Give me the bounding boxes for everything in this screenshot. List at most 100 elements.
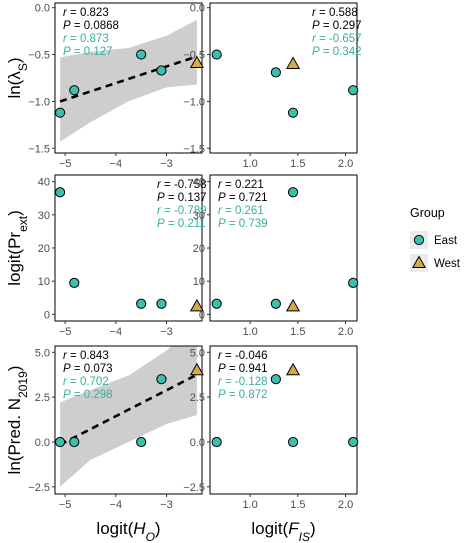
- x-tick-label: 1.5: [290, 326, 305, 338]
- stat-east-r: r = -0.789: [157, 205, 207, 217]
- stat-east-p: P = 0.872: [218, 389, 268, 401]
- y-axis-labels: ln(λS)logit(Prext)ln(Pred. N2019): [5, 57, 30, 474]
- east-point: [211, 436, 222, 448]
- x-label-base: logit(: [251, 519, 288, 538]
- east-point: [136, 49, 147, 60]
- y-tick-label: 0.0: [190, 437, 205, 449]
- east-point: [287, 107, 299, 118]
- legend: Group East West: [410, 206, 461, 272]
- x-label-ital: H: [133, 519, 146, 538]
- stat-all-r: r = 0.221: [218, 179, 264, 191]
- east-point: [211, 49, 222, 60]
- stat-east-p: P = 0.211: [157, 218, 206, 230]
- stat-symbol: r: [157, 179, 162, 191]
- x-tick-label: −5: [59, 499, 72, 511]
- stat-value: = 0.588: [316, 7, 358, 19]
- stat-value: = -0.128: [222, 376, 268, 388]
- x-tick-label: 1.5: [290, 499, 305, 511]
- x-label-ital: F: [288, 519, 300, 538]
- regression-line: [59, 373, 198, 446]
- stat-symbol: r: [63, 350, 68, 362]
- east-point: [69, 277, 80, 288]
- y-label-close: ): [5, 366, 24, 372]
- stat-value: = 0.297: [320, 20, 362, 32]
- stat-value: = -0.657: [316, 33, 362, 45]
- x-tick-label: 2.0: [338, 326, 353, 338]
- east-point: [156, 298, 167, 309]
- confidence-band: [60, 19, 197, 142]
- stat-symbol: r: [312, 7, 317, 19]
- y-tick-label: 2.5: [190, 392, 205, 404]
- east-point: [54, 436, 66, 448]
- y-label-base: ln(Pred. N: [5, 398, 24, 475]
- stat-all-r: r = -0.758: [157, 179, 207, 191]
- stat-symbol: r: [312, 33, 317, 45]
- y-tick-label: 30: [38, 210, 50, 222]
- x-tick-label: −3: [160, 158, 173, 170]
- stat-value: = 0.298: [71, 389, 113, 401]
- x-tick-label: −3: [160, 326, 173, 338]
- legend-label-west: West: [434, 258, 461, 270]
- y-tick-label: 5.0: [190, 347, 205, 359]
- west-point: [189, 298, 204, 312]
- x-tick-label: −4: [110, 326, 123, 338]
- y-tick-label: 0: [199, 309, 205, 321]
- east-point: [54, 187, 66, 198]
- stat-value: = 0.073: [71, 363, 113, 375]
- stat-east-r: r = 0.702: [63, 376, 109, 388]
- x-label-close: ): [155, 519, 161, 538]
- y-tick-label: 5.0: [35, 347, 50, 359]
- y-label-sub: S: [16, 63, 30, 71]
- west-point: [285, 362, 301, 376]
- stat-symbol: P: [312, 20, 320, 32]
- east-point: [348, 277, 359, 288]
- stat-value: = 0.137: [165, 192, 207, 204]
- confidence-band: [60, 346, 197, 487]
- stat-symbol: P: [63, 20, 71, 32]
- west-point: [189, 362, 204, 376]
- stat-all-p: P = 0.0868: [63, 20, 119, 32]
- x-tick-label: 1.0: [242, 499, 257, 511]
- panel-frame: [209, 345, 358, 495]
- stat-east-p: P = 0.739: [218, 218, 268, 230]
- x-tick-label: −4: [110, 158, 123, 170]
- stat-symbol: P: [218, 363, 226, 375]
- stat-east-p: P = 0.127: [63, 46, 113, 58]
- x-tick-label: −5: [59, 158, 72, 170]
- x-axis-labels: logit(HO) logit(FIS): [96, 519, 315, 543]
- stat-value: = 0.261: [222, 205, 264, 217]
- east-point: [136, 298, 147, 309]
- legend-label-east: East: [434, 235, 458, 247]
- stat-all-r: r = -0.046: [218, 350, 268, 362]
- stat-all-r: r = 0.588: [312, 7, 358, 19]
- legend-title: Group: [410, 206, 445, 220]
- stat-value: = 0.872: [226, 389, 268, 401]
- stat-all-p: P = 0.941: [218, 363, 268, 375]
- y-label-close: ): [5, 57, 24, 63]
- y-tick-label: 10: [193, 276, 205, 288]
- y-label-sub: ext: [16, 215, 30, 232]
- stat-all-p: P = 0.137: [157, 192, 207, 204]
- east-point: [348, 85, 359, 96]
- x-label-sub: O: [146, 530, 155, 543]
- y-label-base: logit(Pr: [5, 232, 24, 286]
- east-point: [156, 374, 167, 385]
- west-point: [189, 55, 204, 68]
- y-tick-label: 0.0: [35, 437, 50, 449]
- stat-all-p: P = 0.721: [218, 192, 268, 204]
- stat-symbol: r: [63, 33, 68, 45]
- stat-value: = 0.739: [226, 218, 268, 230]
- y-tick-label: −2.5: [28, 482, 50, 494]
- stat-east-p: P = 0.342: [312, 46, 362, 58]
- stat-value: = 0.843: [67, 350, 109, 362]
- stat-symbol: P: [63, 46, 71, 58]
- y-tick-label: −1.5: [28, 143, 50, 155]
- x-tick-label: 2.0: [338, 499, 353, 511]
- y-tick-label: 0: [44, 309, 50, 321]
- stat-east-p: P = 0.298: [63, 389, 113, 401]
